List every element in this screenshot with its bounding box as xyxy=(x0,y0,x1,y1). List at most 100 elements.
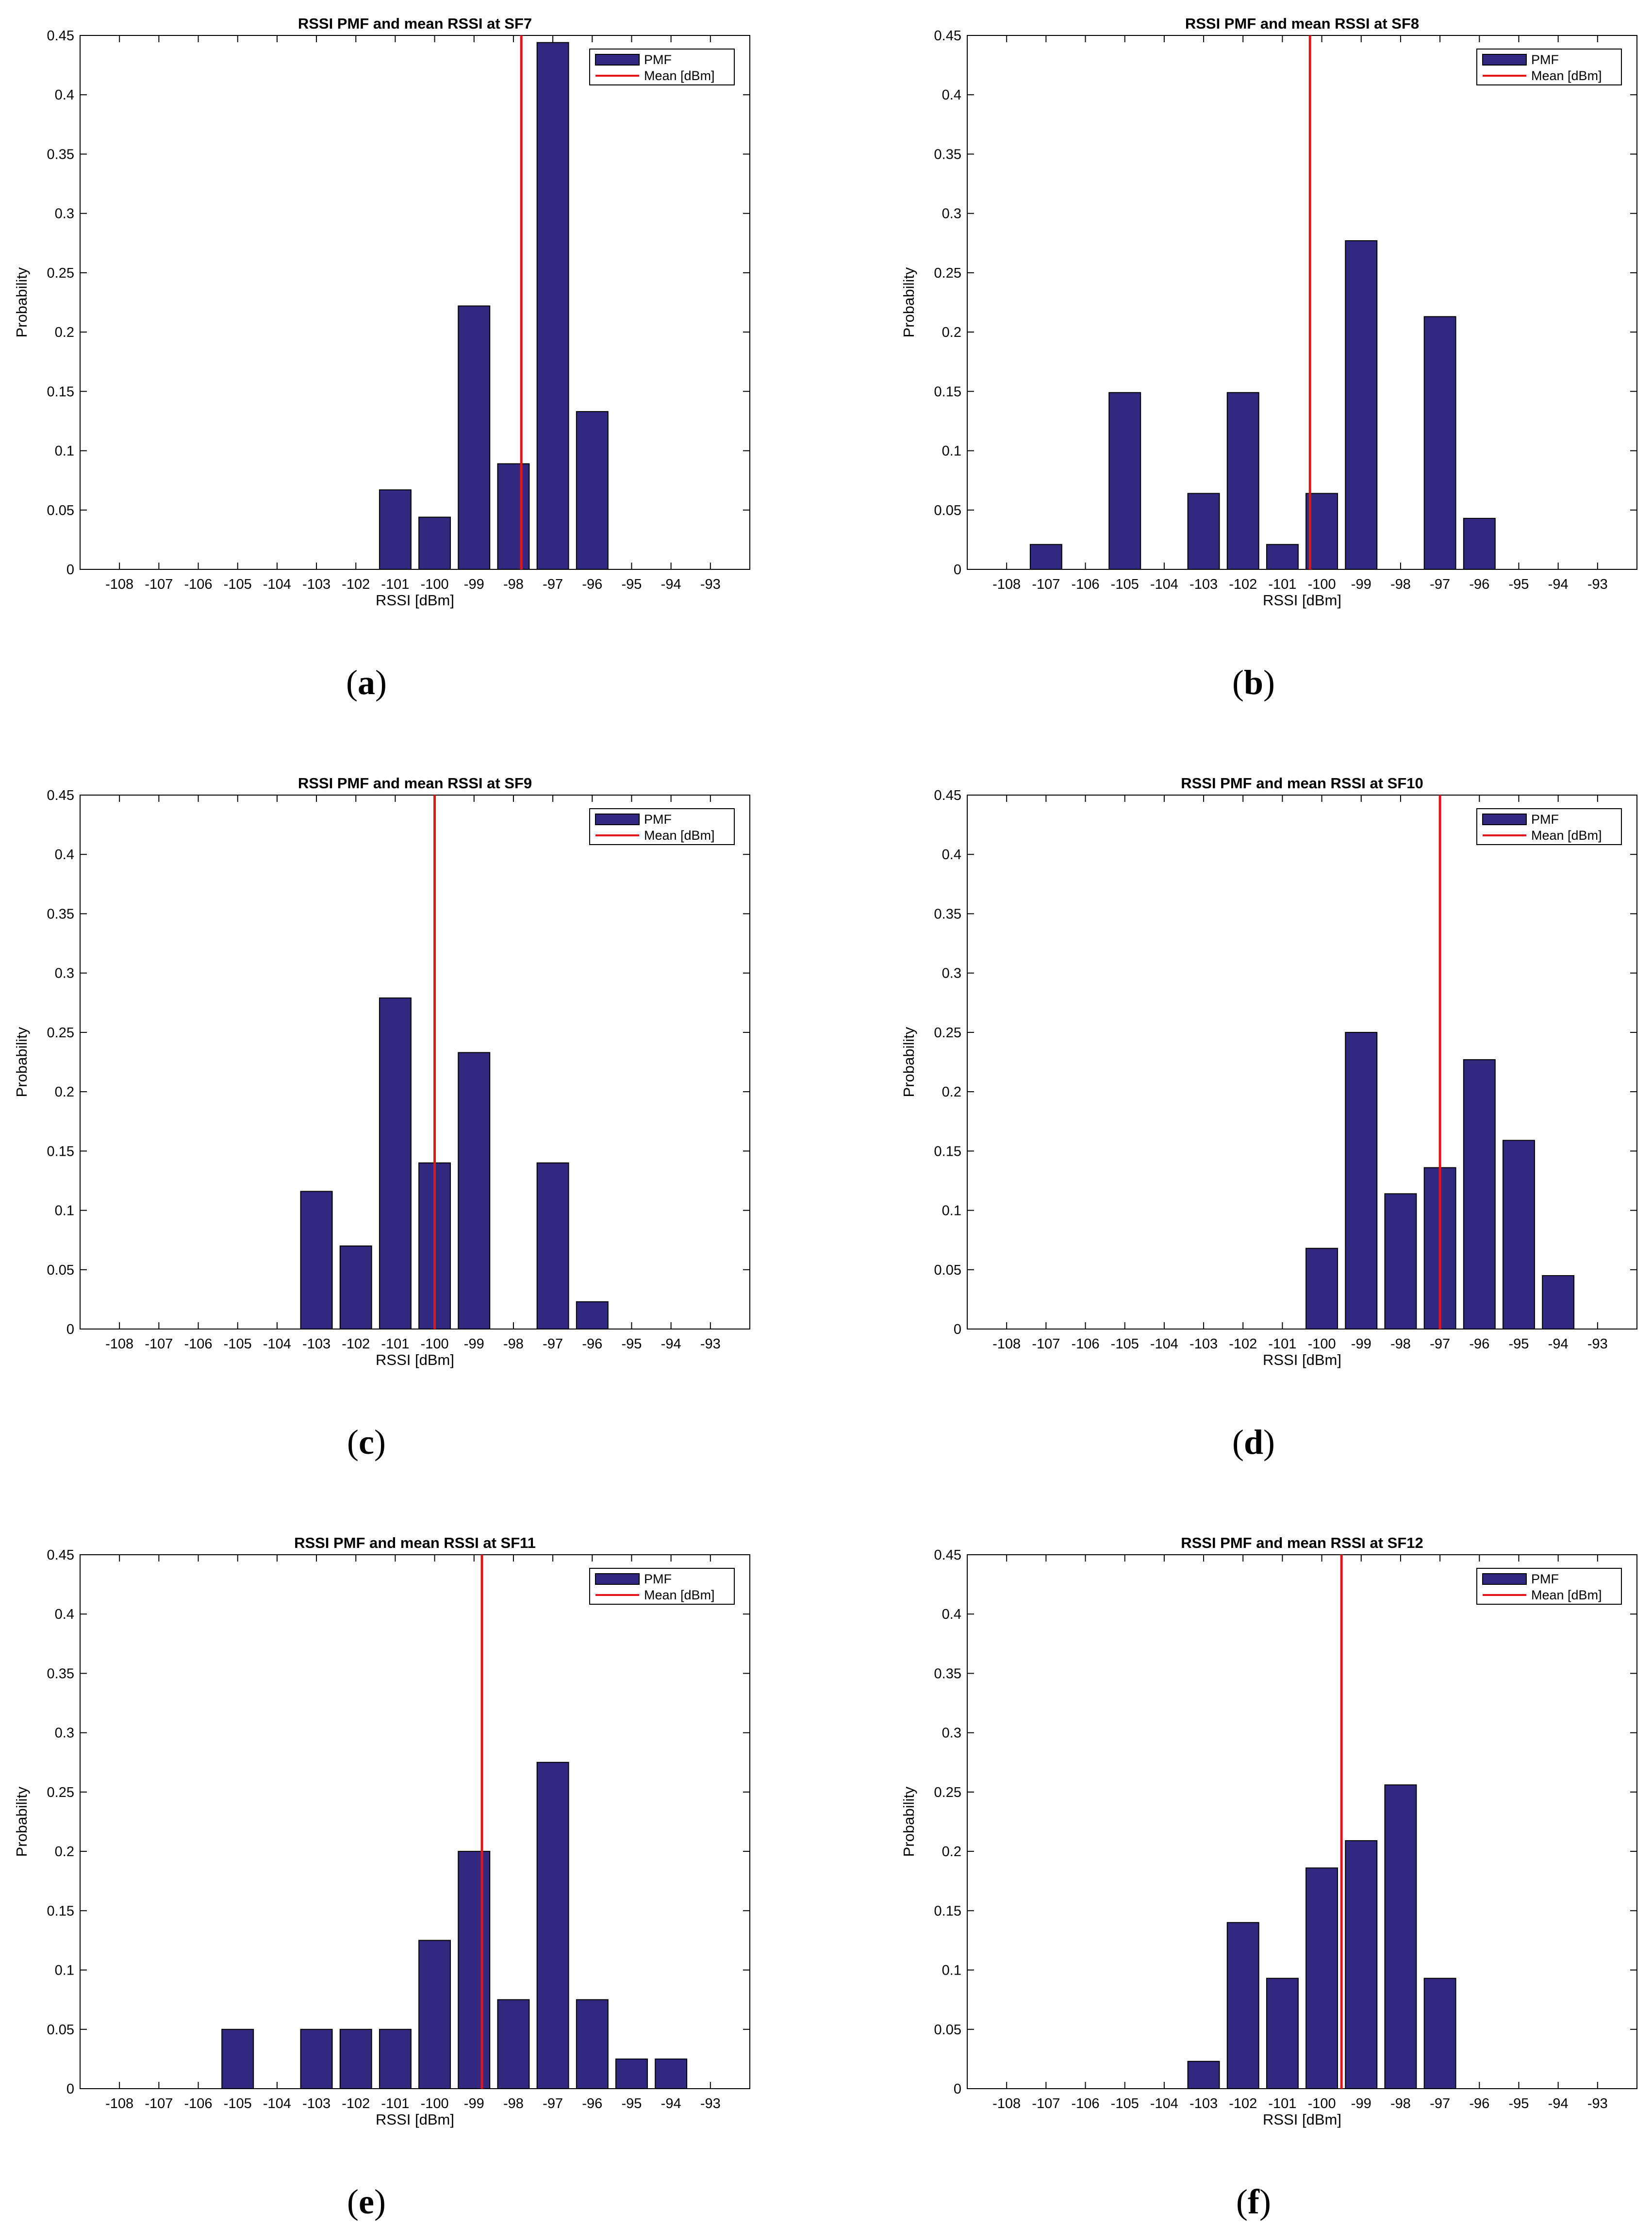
y-tick-label: 0.15 xyxy=(934,1144,961,1159)
bar[interactable] xyxy=(1463,517,1496,570)
y-tick-label: 0.4 xyxy=(942,1607,961,1622)
x-tick-label: -104 xyxy=(1150,577,1178,592)
y-tick-label: 0 xyxy=(954,562,961,578)
bar[interactable] xyxy=(300,2028,333,2090)
bar[interactable] xyxy=(1108,392,1141,570)
bar[interactable] xyxy=(1384,1784,1417,2089)
bar[interactable] xyxy=(1029,544,1062,570)
legend-swatch-pmf xyxy=(1482,1573,1527,1585)
x-tick-label: -107 xyxy=(1032,1336,1060,1352)
bar[interactable] xyxy=(300,1191,333,1330)
bar[interactable] xyxy=(1187,2061,1220,2090)
bar[interactable] xyxy=(339,1245,372,1330)
x-tick-label: -100 xyxy=(421,1336,449,1352)
y-tick-label: 0.25 xyxy=(934,266,961,281)
bar[interactable] xyxy=(1463,1059,1496,1330)
bar[interactable] xyxy=(536,42,569,570)
bar[interactable] xyxy=(1542,1275,1575,1330)
bar[interactable] xyxy=(497,1999,530,2089)
subfigure-caption: (e) xyxy=(347,2182,386,2221)
y-tick-label: 0.4 xyxy=(942,847,961,863)
bar[interactable] xyxy=(458,1851,491,2089)
bar[interactable] xyxy=(1345,1840,1378,2089)
bar[interactable] xyxy=(379,2028,412,2090)
bar[interactable] xyxy=(1266,1978,1299,2090)
bar[interactable] xyxy=(1305,493,1338,570)
x-axis-label: RSSI [dBm] xyxy=(1263,2111,1341,2128)
bar[interactable] xyxy=(1226,392,1259,570)
bar[interactable] xyxy=(497,463,530,570)
x-tick-label: -106 xyxy=(184,1336,213,1352)
x-tick-label: -103 xyxy=(302,577,330,592)
bar[interactable] xyxy=(536,1762,569,2090)
x-tick-label: -103 xyxy=(302,2096,330,2111)
x-tick-label: -102 xyxy=(342,2096,370,2111)
bar[interactable] xyxy=(615,2058,648,2089)
y-tick-label: 0 xyxy=(66,1322,74,1337)
legend-label-mean: Mean [dBm] xyxy=(1531,828,1602,843)
legend-box xyxy=(1476,1568,1622,1605)
x-tick-label: -103 xyxy=(1189,1336,1218,1352)
bar[interactable] xyxy=(1305,1247,1338,1330)
chart-title: RSSI PMF and mean RSSI at SF10 xyxy=(1181,775,1423,792)
x-tick-label: -93 xyxy=(1587,577,1608,592)
bar[interactable] xyxy=(1384,1193,1417,1330)
bar[interactable] xyxy=(576,1301,609,1330)
legend-swatch-pmf xyxy=(1482,814,1527,825)
chart-title: RSSI PMF and mean RSSI at SF11 xyxy=(294,1534,536,1551)
x-tick-label: -108 xyxy=(992,577,1021,592)
bar[interactable] xyxy=(1266,544,1299,570)
x-tick-label: -97 xyxy=(1430,2096,1450,2111)
x-tick-label: -98 xyxy=(503,577,524,592)
x-tick-label: -99 xyxy=(464,577,484,592)
x-tick-label: -101 xyxy=(1268,2096,1296,2111)
legend-label-pmf: PMF xyxy=(1531,1572,1559,1586)
x-tick-label: -98 xyxy=(1390,2096,1411,2111)
x-tick-label: -93 xyxy=(700,577,721,592)
bar[interactable] xyxy=(576,1999,609,2089)
y-tick-label: 0.25 xyxy=(47,1785,74,1800)
legend-label-mean: Mean [dBm] xyxy=(1531,68,1602,83)
bar[interactable] xyxy=(1423,316,1456,570)
bar[interactable] xyxy=(655,2058,688,2089)
x-tick-label: -107 xyxy=(145,577,173,592)
y-tick-label: 0.2 xyxy=(55,1084,74,1100)
subfigure-letter: c xyxy=(359,1423,374,1462)
bar[interactable] xyxy=(536,1162,569,1330)
x-tick-label: -98 xyxy=(503,1336,524,1352)
bar[interactable] xyxy=(576,411,609,570)
y-tick-label: 0.15 xyxy=(47,1903,74,1919)
bar[interactable] xyxy=(339,2028,372,2090)
bar[interactable] xyxy=(1345,1031,1378,1330)
bar[interactable] xyxy=(379,489,412,570)
x-tick-label: -103 xyxy=(1189,577,1218,592)
x-tick-label: -99 xyxy=(1351,1336,1371,1352)
x-tick-label: -97 xyxy=(1430,577,1450,592)
bar[interactable] xyxy=(418,1940,451,2089)
y-tick-label: 0.1 xyxy=(55,1203,74,1219)
bar[interactable] xyxy=(1423,1978,1456,2090)
bar[interactable] xyxy=(418,516,451,570)
x-axis-label: RSSI [dBm] xyxy=(376,592,454,609)
bar[interactable] xyxy=(1226,1922,1259,2090)
x-tick-label: -100 xyxy=(421,2096,449,2111)
bar[interactable] xyxy=(1345,240,1378,570)
bar[interactable] xyxy=(221,2028,254,2090)
bar[interactable] xyxy=(458,1052,491,1330)
bar[interactable] xyxy=(379,997,412,1330)
bar[interactable] xyxy=(1503,1140,1535,1330)
y-tick-label: 0.1 xyxy=(55,1963,74,1978)
bar[interactable] xyxy=(1305,1867,1338,2089)
legend-label-mean: Mean [dBm] xyxy=(644,828,715,843)
x-tick-label: -98 xyxy=(503,2096,524,2111)
bar[interactable] xyxy=(1187,493,1220,570)
x-tick-label: -94 xyxy=(661,1336,681,1352)
y-axis-label: Probability xyxy=(900,1786,917,1857)
y-tick-label: 0.3 xyxy=(942,206,961,222)
bar[interactable] xyxy=(458,305,491,570)
y-tick-label: 0.3 xyxy=(55,1726,74,1741)
y-tick-label: 0.15 xyxy=(47,384,74,399)
